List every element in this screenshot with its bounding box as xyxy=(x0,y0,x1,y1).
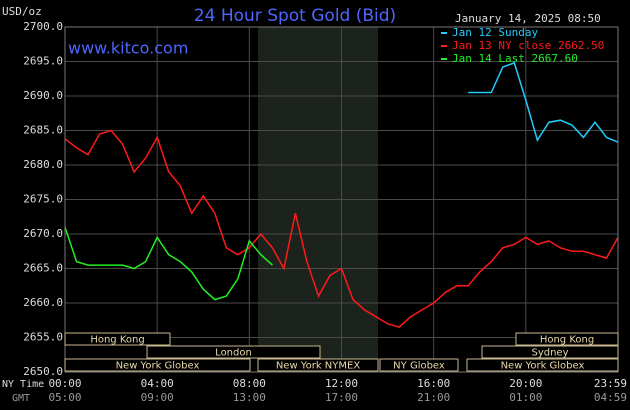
plot xyxy=(64,61,619,328)
y-tick-label: 2675.0 xyxy=(23,193,63,206)
session: New York Globex xyxy=(64,358,251,372)
session-box xyxy=(515,332,619,346)
x2-tick-label: 17:00 xyxy=(325,391,358,404)
y-tick-label: 2660.0 xyxy=(23,296,63,309)
y-tick-label: 2655.0 xyxy=(23,331,63,344)
x2-tick-label: 04:59 xyxy=(594,391,627,404)
x2-tick-label: 13:00 xyxy=(233,391,266,404)
x-tick-label: 00:00 xyxy=(48,377,81,390)
source: www.kitco.com xyxy=(68,39,188,58)
x2-tick-label: 01:00 xyxy=(509,391,542,404)
session-box xyxy=(481,345,619,359)
legend-label: Jan 12 Sunday xyxy=(452,26,538,39)
session-label: NY Globex xyxy=(393,361,445,372)
x-tick-label: 08:00 xyxy=(233,377,266,390)
x2-tick-label: 09:00 xyxy=(141,391,174,404)
x-tick-label: 16:00 xyxy=(417,377,450,390)
y-tick-label: 2695.0 xyxy=(23,55,63,68)
legend-label: Jan 13 NY close 2662.50 xyxy=(452,39,604,52)
session-label: London xyxy=(215,348,252,359)
x-tick-label: 04:00 xyxy=(141,377,174,390)
session: NY Globex xyxy=(379,358,459,372)
series-line xyxy=(64,129,619,328)
session: Sydney xyxy=(481,345,619,359)
x2-tick-label: 21:00 xyxy=(417,391,450,404)
x-tick-label: 20:00 xyxy=(509,377,542,390)
legend-label: Jan 14 Last 2667.60 xyxy=(452,52,578,65)
x-row-label: GMT xyxy=(12,393,30,404)
session: London xyxy=(146,345,321,359)
y-tick-label: 2680.0 xyxy=(23,158,63,171)
session-box xyxy=(466,358,619,372)
session-label: Hong Kong xyxy=(90,335,144,346)
y-tick-label: 2665.0 xyxy=(23,262,63,275)
y-tick-label: 2690.0 xyxy=(23,89,63,102)
session-box xyxy=(257,358,379,372)
plot-frame xyxy=(64,26,619,373)
session: Hong Kong xyxy=(64,332,171,346)
series-line xyxy=(468,61,619,143)
session-label: New York Globex xyxy=(501,361,585,372)
x-tick-label: 23:59 xyxy=(594,377,627,390)
unit-label: USD/oz xyxy=(2,5,42,18)
timestamp: January 14, 2025 08:50 xyxy=(455,12,601,25)
y-tick-label: 2700.0 xyxy=(23,20,63,33)
session: Hong Kong xyxy=(515,332,619,346)
session-label: Hong Kong xyxy=(540,335,594,346)
series-line xyxy=(64,226,273,301)
session-box xyxy=(64,332,171,346)
session: New York Globex xyxy=(466,358,619,372)
x2-tick-label: 05:00 xyxy=(48,391,81,404)
y-tick-label: 2670.0 xyxy=(23,227,63,240)
chart-title: 24 Hour Spot Gold (Bid) xyxy=(194,6,396,26)
session-box xyxy=(64,358,251,372)
y-tick-label: 2685.0 xyxy=(23,124,63,137)
x-row-label: NY Time xyxy=(2,379,44,390)
x-tick-label: 12:00 xyxy=(325,377,358,390)
session-box xyxy=(146,345,321,359)
session: New York NYMEX xyxy=(257,358,379,372)
session-label: New York NYMEX xyxy=(276,361,361,372)
session-label: New York Globex xyxy=(116,361,200,372)
y-tick-label: 2650.0 xyxy=(23,365,63,378)
session-label: Sydney xyxy=(531,348,568,359)
session-box xyxy=(379,358,459,372)
